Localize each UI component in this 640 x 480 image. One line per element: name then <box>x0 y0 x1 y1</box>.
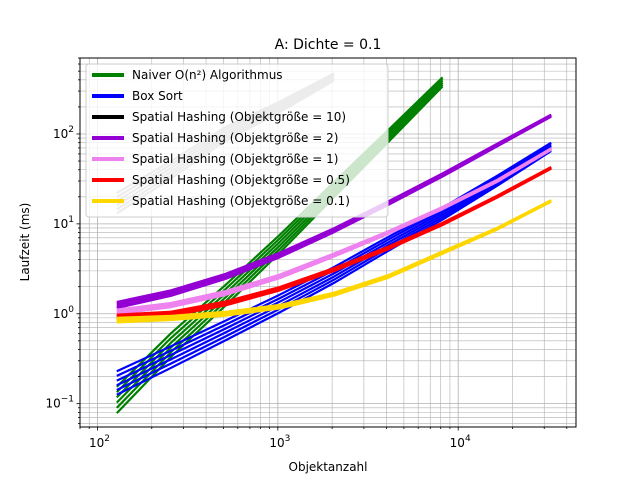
series-line <box>116 148 552 391</box>
series-line <box>116 166 552 316</box>
series-lines <box>116 72 552 414</box>
series-line <box>116 113 552 304</box>
legend-frame <box>85 63 389 218</box>
legend-label: Spatial Hashing (Objektgröße = 0.1) <box>132 194 350 208</box>
y-axis-label: Laufzeit (ms) <box>18 203 32 282</box>
x-tick-label: 102 <box>89 434 110 450</box>
legend-label: Spatial Hashing (Objektgröße = 0.5) <box>132 173 350 187</box>
series-line <box>116 149 552 396</box>
chart-title: A: Dichte = 0.1 <box>275 37 382 53</box>
plot-frame <box>79 57 577 428</box>
y-tick-label: 100 <box>53 305 74 321</box>
series-line <box>116 147 552 311</box>
series-line <box>116 199 552 319</box>
legend-label: Spatial Hashing (Objektgröße = 2) <box>132 131 338 145</box>
y-tick-label: 102 <box>53 125 74 141</box>
y-tick-label: 101 <box>53 215 74 231</box>
legend: Naiver O(n²) Algorithmus Box Sort Spatial … <box>85 63 389 218</box>
legend-label: Spatial Hashing (Objektgröße = 1) <box>132 152 338 166</box>
series-5 <box>116 166 552 321</box>
series-6 <box>116 199 552 324</box>
ticks: 102 103 104 10−1 100 101 102 <box>45 57 568 450</box>
legend-label: Naiver O(n²) Algorithmus <box>132 68 283 82</box>
series-3 <box>116 113 552 310</box>
series-4 <box>116 147 552 316</box>
x-axis-label: Objektanzahl <box>289 460 368 474</box>
x-tick-label: 103 <box>269 434 290 450</box>
y-tick-label: 10−1 <box>45 395 74 411</box>
legend-label: Spatial Hashing (Objektgröße = 10) <box>132 110 346 124</box>
legend-label: Box Sort <box>132 89 183 103</box>
x-tick-label: 104 <box>450 434 471 450</box>
series-line <box>116 146 552 387</box>
